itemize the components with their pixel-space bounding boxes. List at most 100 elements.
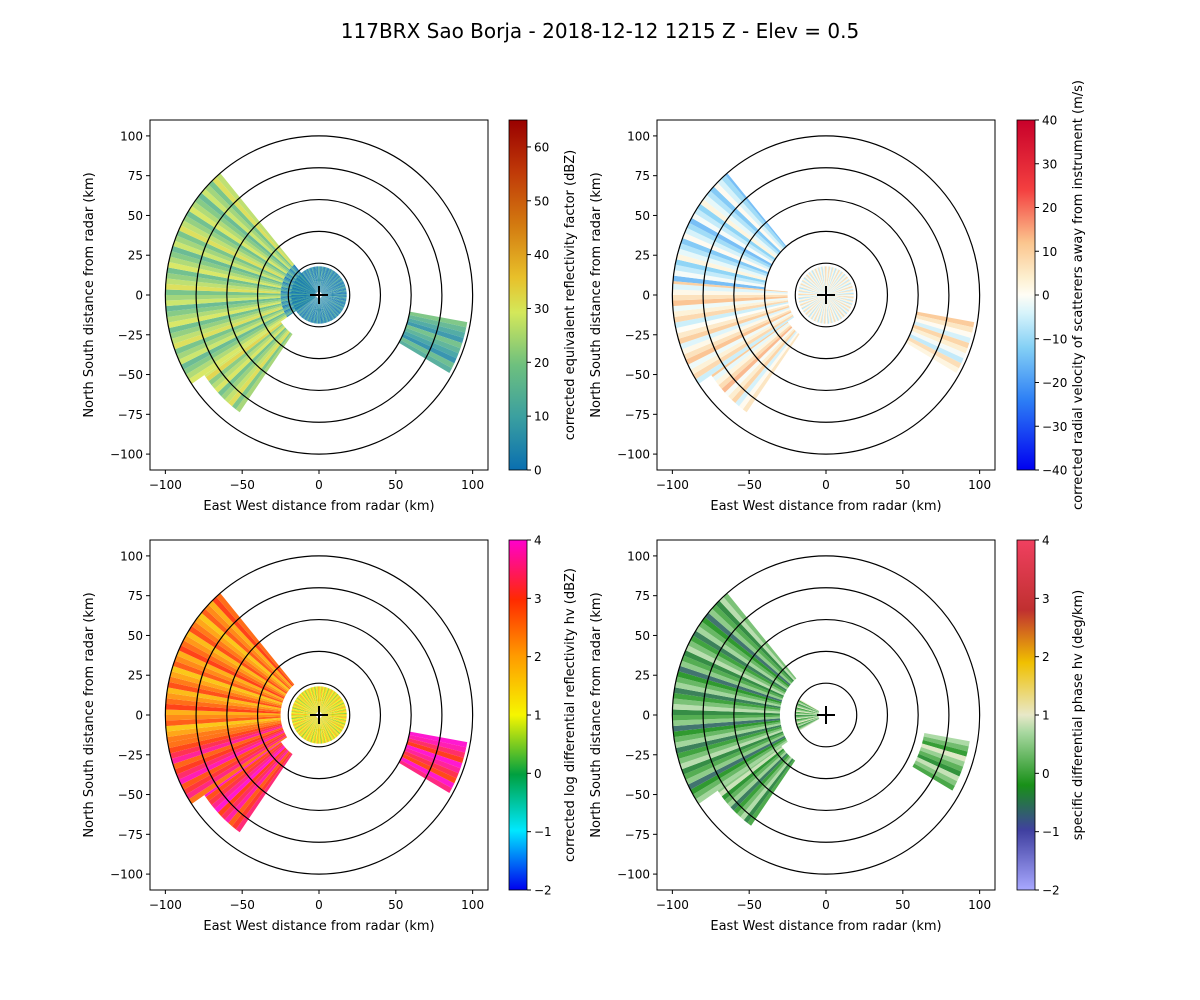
echo-gate [828, 296, 852, 308]
echo-gate [306, 297, 318, 322]
echo-gate [807, 297, 825, 317]
echo-gate [320, 691, 337, 713]
echo-gate [828, 295, 853, 303]
echo-gate [166, 720, 282, 743]
echo-gate [806, 297, 824, 316]
echo-gate [398, 339, 452, 373]
echo-gate [321, 717, 339, 737]
echo-gate [321, 297, 339, 316]
echo-gate [168, 256, 282, 287]
echo-gate [674, 723, 781, 749]
echo-gate [828, 296, 851, 309]
echo-gate [828, 285, 853, 295]
echo-gate [692, 738, 787, 800]
echo-gate [319, 718, 327, 743]
echo-gate [299, 693, 317, 713]
echo-gate [673, 299, 788, 318]
echo-gate [319, 686, 326, 712]
y-tick-label: 0 [642, 289, 650, 303]
echo-gate [674, 681, 781, 707]
colorbar-label: specific differential phase hv (deg/km) [1071, 590, 1086, 840]
echo-gate [311, 687, 319, 712]
echo-gate [400, 336, 455, 369]
echo-gate [307, 268, 318, 293]
echo-gate [828, 280, 851, 294]
echo-gate [301, 691, 318, 713]
echo-gate [813, 297, 825, 322]
echo-gate [825, 298, 826, 324]
echo-gate [292, 715, 317, 724]
echo-gate [321, 716, 345, 726]
echo-gate [322, 294, 347, 295]
echo-gate [798, 288, 824, 295]
echo-gate [322, 714, 347, 715]
echo-gate [797, 718, 820, 729]
echo-gate [708, 608, 792, 685]
echo-gate [296, 716, 317, 733]
echo-gate [306, 268, 318, 293]
echo-gate [675, 676, 782, 706]
echo-gate [172, 240, 283, 283]
echo-gate [291, 292, 316, 295]
echo-gate [827, 297, 845, 317]
echo-gate [827, 273, 845, 293]
echo-gate [804, 297, 824, 315]
echo-gate [916, 311, 975, 328]
echo-layer [164, 555, 474, 875]
echo-gate [320, 273, 338, 293]
range-ring [794, 262, 858, 328]
echo-gate [672, 283, 788, 294]
echo-gate [401, 333, 457, 364]
echo-gate [298, 297, 317, 315]
echo-gate [829, 294, 854, 295]
echo-gate [828, 286, 853, 295]
echo-gate [813, 268, 825, 293]
echo-gate [291, 710, 316, 715]
echo-gate [799, 285, 824, 295]
echo-gate [321, 694, 339, 713]
echo-gate [321, 296, 345, 307]
echo-gate [296, 277, 317, 294]
echo-gate [321, 296, 342, 313]
echo-gate [815, 297, 825, 322]
echo-gate [293, 702, 317, 714]
echo-gate [826, 266, 833, 292]
echo-gate [690, 313, 793, 375]
x-tick-label: 50 [388, 898, 403, 912]
echo-gate [293, 716, 317, 728]
echo-gate [169, 724, 283, 759]
echo-gate [822, 266, 826, 292]
echo-gate [697, 203, 776, 261]
echo-gate [291, 295, 316, 297]
echo-gate [294, 701, 317, 714]
echo-gate [701, 617, 790, 687]
echo-gate [301, 297, 318, 319]
echo-gate [795, 716, 819, 722]
y-tick-label: 50 [128, 629, 143, 643]
echo-gate [320, 268, 331, 293]
echo-gate [828, 275, 847, 293]
echo-gate [409, 731, 468, 748]
echo-gate [829, 289, 854, 295]
colorbar-tick-label: 10 [1042, 245, 1057, 259]
echo-gate [293, 296, 317, 308]
echo-gate [295, 716, 317, 731]
colorbar [1016, 119, 1036, 471]
echo-gate [796, 716, 819, 724]
echo-gate [913, 321, 971, 344]
echo-gate [317, 686, 319, 712]
x-tick-label: 0 [315, 898, 323, 912]
range-ring [794, 682, 858, 748]
echo-gate [829, 295, 854, 297]
echo-gate [827, 297, 844, 319]
echo-gate [191, 201, 288, 273]
echo-gate [673, 721, 781, 743]
echo-gate [304, 690, 318, 713]
echo-gate [315, 718, 319, 744]
echo-gate [299, 694, 317, 713]
colorbar-label: corrected radial velocity of scatterers … [1071, 80, 1086, 510]
echo-gate [315, 686, 319, 712]
echo-gate [829, 295, 854, 300]
echo-gate [828, 296, 852, 307]
echo-gate [321, 296, 341, 314]
